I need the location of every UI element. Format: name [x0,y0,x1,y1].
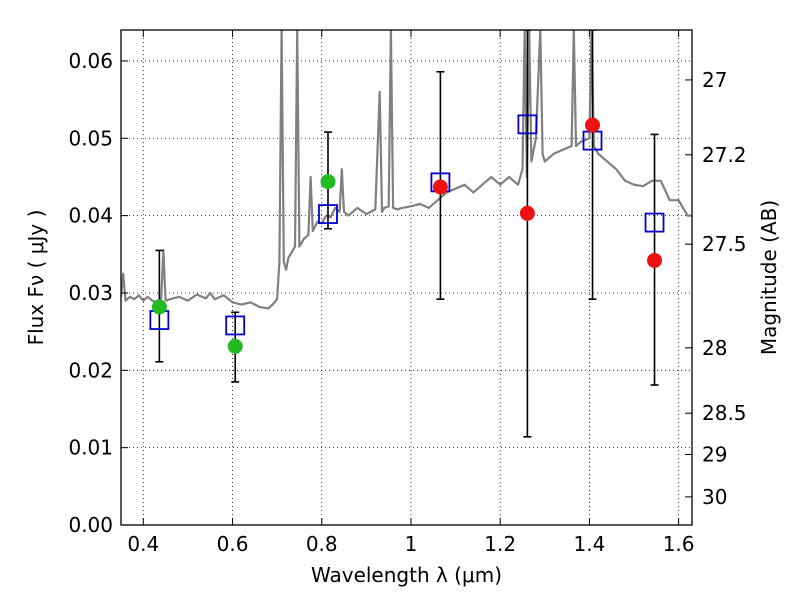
y-tick-label: 0.02 [68,358,113,382]
observed-flux-point [519,205,535,221]
y-tick-label: 0.04 [68,204,113,228]
y2-tick-label: 27.2 [702,143,747,167]
y2-axis-label: Magnitude (AB) [757,200,781,355]
sed-model-line [121,30,692,310]
model-flux-square [318,204,338,224]
x-tick-label: 1.4 [573,532,605,556]
y-tick-label: 0.01 [68,436,113,460]
observed-flux-point [647,252,663,268]
observed-flux-point [432,179,448,195]
x-axis-label: Wavelength λ (μm) [311,563,502,587]
ticks: 0.4 0.6 0.8 1 1.2 1.4 1.6 0.00 0.01 0.02 0.03 0.04 0… [68,30,747,556]
plot-frame [120,29,693,526]
y2-tick-label: 30 [702,485,727,509]
y-axis-label: Flux Fν ( μJy ) [24,210,48,346]
model-flux-square [225,315,246,336]
y2-tick-label: 27 [702,68,727,92]
x-tick-label: 1 [405,532,418,556]
observed-flux-point [151,299,167,315]
model-flux-square [517,114,538,135]
x-tick-label: 0.8 [306,532,338,556]
x-tick-label: 0.4 [127,532,159,556]
y-tick-label: 0.06 [68,49,113,73]
grid [121,30,692,526]
y-tick-label: 0.05 [68,126,113,150]
y2-tick-label: 27.5 [702,232,747,256]
plot-area [121,30,692,438]
y-tick-label: 0.03 [68,281,113,305]
x-tick-label: 1.2 [484,532,516,556]
observed-flux-point [320,174,336,190]
y2-tick-label: 28.5 [702,401,747,425]
observed-flux-point [227,338,243,354]
observed-flux-point [585,117,601,133]
x-tick-label: 1.6 [663,532,695,556]
y-tick-label: 0.00 [68,513,113,537]
model-flux-square [644,212,665,233]
x-tick-label: 0.6 [217,532,249,556]
y2-tick-label: 29 [702,442,727,466]
y2-tick-label: 28 [702,336,727,360]
